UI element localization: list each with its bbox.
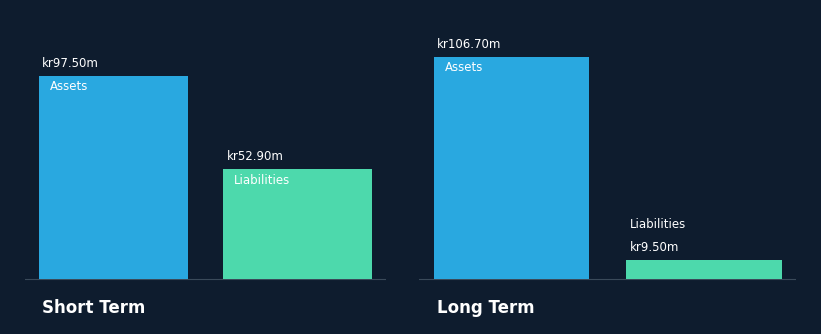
Text: Short Term: Short Term [43, 300, 145, 318]
Text: Long Term: Long Term [438, 300, 534, 318]
Bar [433, 57, 589, 280]
Text: kr9.50m: kr9.50m [630, 241, 679, 254]
Bar [626, 260, 782, 280]
Text: kr97.50m: kr97.50m [43, 57, 99, 70]
Text: Assets: Assets [445, 61, 483, 74]
Text: Liabilities: Liabilities [630, 218, 686, 231]
Text: Assets: Assets [49, 80, 88, 94]
Bar [223, 169, 372, 280]
Text: kr106.70m: kr106.70m [438, 38, 502, 51]
Text: Liabilities: Liabilities [234, 173, 290, 186]
Bar [39, 76, 187, 280]
Text: kr52.90m: kr52.90m [227, 151, 283, 163]
